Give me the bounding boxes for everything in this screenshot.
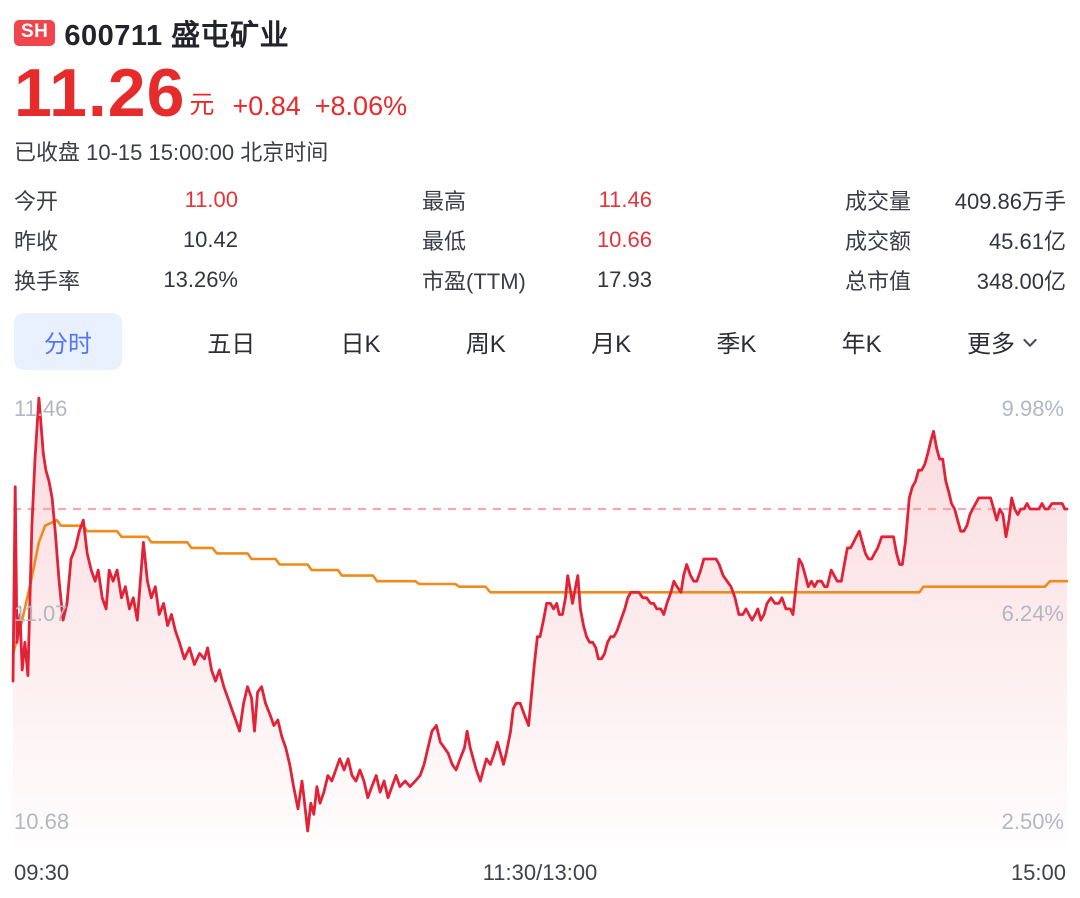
intraday-chart-region[interactable]: 11.46 11.07 10.68 9.98% 6.24% 2.50% 09:3… [0, 388, 1080, 898]
stat-market-cap: 总市值 348.00亿 [845, 269, 1066, 294]
title-row: SH 600711 盛屯矿业 [14, 12, 1064, 54]
average-price-line [11, 518, 1069, 655]
stat-turnover-rate: 换手率 13.26% [14, 267, 238, 294]
stock-header: SH 600711 盛屯矿业 11.26 元 +0.84 +8.06% 已收盘 … [14, 12, 1064, 167]
current-price: 11.26 [14, 55, 186, 131]
tab-weekly-k[interactable]: 周K [465, 330, 506, 358]
tab-minute[interactable]: 分时 [14, 312, 122, 370]
stats-column-3: 成交量 409.86万手 成交额 45.61亿 总市值 348.00亿 [845, 180, 1066, 300]
tab-more[interactable]: 更多 [967, 324, 1040, 359]
tab-more-label: 更多 [966, 330, 1015, 358]
chart-period-tabs: 分时 五日 日K 周K 月K 季K 年K 更多 [14, 312, 1040, 370]
market-status-line: 已收盘 10-15 15:00:00 北京时间 [14, 139, 329, 165]
stats-grid: 今开 11.00 昨收 10.42 换手率 13.26% 最高 11.46 最低… [0, 180, 1080, 300]
intraday-chart-svg [11, 396, 1069, 845]
stat-prev-close: 昨收 10.42 [14, 227, 238, 254]
tab-daily-k[interactable]: 日K [340, 330, 381, 358]
stat-open: 今开 11.00 [14, 187, 238, 214]
chevron-down-icon [1020, 333, 1040, 353]
y-axis-price-low: 10.68 [14, 809, 70, 834]
x-axis-time-close: 15:00 [1010, 860, 1066, 885]
stat-low: 最低 10.66 [422, 227, 652, 254]
y-axis-percent-mid: 6.24% [1001, 601, 1064, 626]
x-axis-time-open: 09:30 [14, 860, 70, 885]
tab-quarterly-k[interactable]: 季K [716, 330, 757, 358]
stock-code-name: 600711 盛屯矿业 [64, 20, 290, 52]
x-axis-time-midday: 11:30/13:00 [482, 860, 598, 885]
price-change-percent: +8.06% [314, 90, 408, 121]
currency-unit: 元 [189, 90, 215, 119]
price-line [11, 396, 1069, 833]
y-axis-percent-low: 2.50% [1001, 809, 1064, 834]
stat-pe-ttm: 市盈(TTM) 17.93 [422, 267, 652, 294]
stats-column-1: 今开 11.00 昨收 10.42 换手率 13.26% [14, 180, 238, 300]
stat-amount: 成交额 45.61亿 [845, 229, 1066, 254]
x-axis-time-row: 09:30 11:30/13:00 15:00 [0, 860, 1080, 886]
y-axis-percent-high: 9.98% [1001, 396, 1064, 421]
price-area-fill [13, 398, 1067, 845]
price-row: 11.26 元 +0.84 +8.06% [14, 55, 1064, 131]
stat-high: 最高 11.46 [422, 187, 652, 214]
tab-yearly-k[interactable]: 年K [841, 330, 882, 358]
tab-monthly-k[interactable]: 月K [591, 330, 632, 358]
tab-five-day[interactable]: 五日 [207, 330, 256, 358]
stat-volume: 成交量 409.86万手 [845, 189, 1066, 214]
stats-column-2: 最高 11.46 最低 10.66 市盈(TTM) 17.93 [422, 180, 652, 300]
y-axis-price-mid: 11.07 [14, 601, 68, 626]
price-change: +0.84 [232, 90, 301, 121]
exchange-badge: SH [14, 20, 56, 46]
y-axis-price-high: 11.46 [14, 396, 68, 421]
